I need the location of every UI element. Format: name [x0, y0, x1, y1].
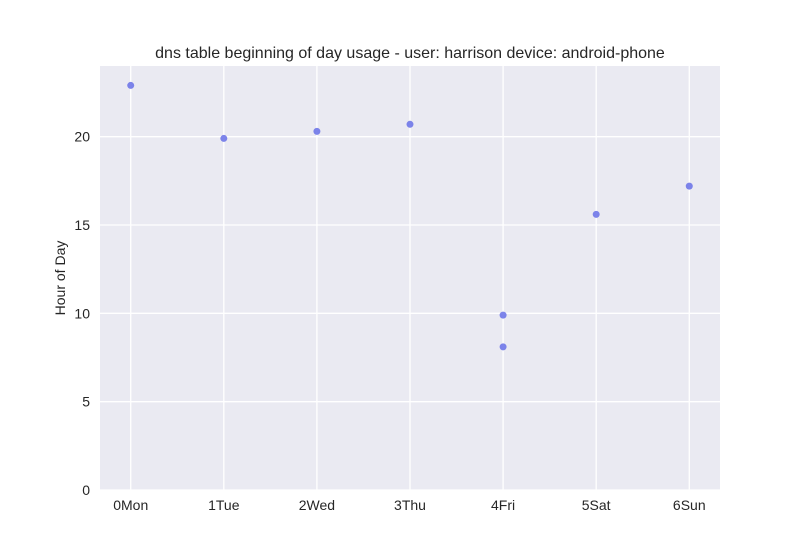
x-tick-label: 4Fri [491, 497, 515, 513]
data-point [220, 134, 228, 142]
data-point [499, 343, 507, 351]
data-point [406, 120, 414, 128]
data-points [127, 81, 693, 351]
data-point [313, 127, 321, 135]
y-tick-label: 20 [74, 129, 90, 145]
x-axis-ticks: 0Mon 1Tue 2Wed 3Thu 4Fri 5Sat 6Sun [113, 497, 705, 513]
y-axis-ticks: 0 5 10 15 20 [74, 129, 90, 498]
x-tick-label: 0Mon [113, 497, 148, 513]
data-point [127, 81, 135, 89]
x-tick-label: 6Sun [673, 497, 706, 513]
y-tick-label: 5 [82, 394, 90, 410]
data-point [499, 311, 507, 319]
y-axis-label: Hour of Day [52, 241, 68, 316]
x-tick-label: 2Wed [299, 497, 335, 513]
x-tick-label: 1Tue [208, 497, 240, 513]
y-tick-label: 0 [82, 482, 90, 498]
chart-title: dns table beginning of day usage - user:… [155, 45, 665, 62]
x-tick-label: 5Sat [582, 497, 611, 513]
data-point [592, 210, 600, 218]
y-tick-label: 15 [74, 217, 90, 233]
y-tick-label: 10 [74, 305, 90, 321]
grid-layer [100, 66, 720, 491]
x-tick-label: 3Thu [394, 497, 426, 513]
data-point [685, 182, 693, 190]
